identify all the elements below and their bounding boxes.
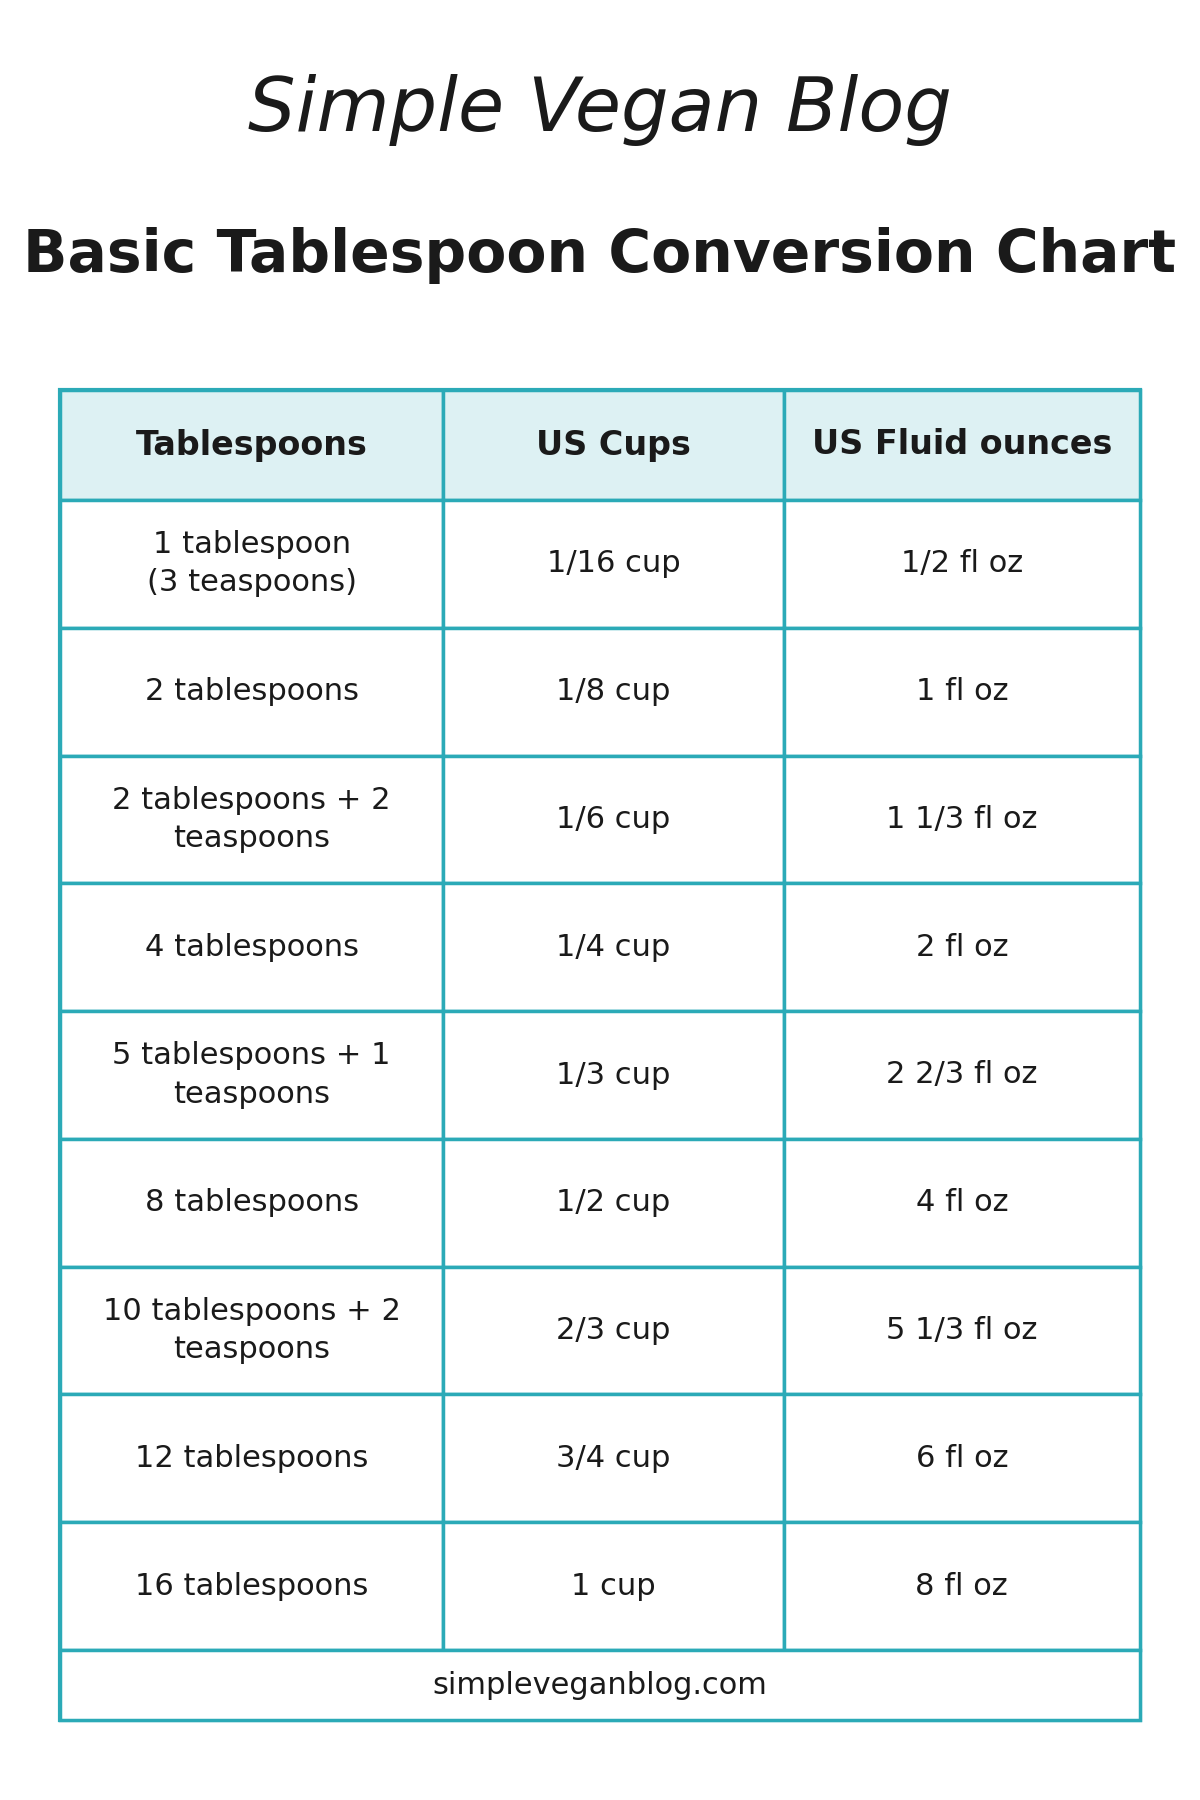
Bar [784, 756, 1140, 884]
Bar [444, 884, 784, 1012]
Text: 2 tablespoons + 2
teaspoons: 2 tablespoons + 2 teaspoons [113, 787, 391, 853]
Bar [444, 1267, 784, 1395]
Text: US Fluid ounces: US Fluid ounces [811, 428, 1112, 461]
Text: 1 fl oz: 1 fl oz [916, 677, 1008, 706]
Bar [784, 884, 1140, 1012]
Text: Tablespoons: Tablespoons [136, 428, 367, 461]
Bar [60, 884, 444, 1012]
Text: 2 tablespoons: 2 tablespoons [145, 677, 359, 706]
Text: 5 tablespoons + 1
teaspoons: 5 tablespoons + 1 teaspoons [113, 1042, 391, 1109]
Text: 4 tablespoons: 4 tablespoons [145, 932, 359, 961]
Bar [444, 500, 784, 628]
Bar [60, 1139, 444, 1267]
Bar [444, 391, 784, 500]
Text: 1/16 cup: 1/16 cup [547, 549, 680, 578]
Bar [784, 391, 1140, 500]
Bar [784, 1012, 1140, 1139]
Bar [444, 1139, 784, 1267]
Bar [444, 1012, 784, 1139]
Text: 1 tablespoon
(3 teaspoons): 1 tablespoon (3 teaspoons) [146, 531, 356, 598]
Text: Simple Vegan Blog: Simple Vegan Blog [248, 74, 952, 146]
Text: 1 1/3 fl oz: 1 1/3 fl oz [886, 805, 1038, 833]
Bar [784, 1395, 1140, 1523]
Text: 2 fl oz: 2 fl oz [916, 932, 1008, 961]
Bar [784, 500, 1140, 628]
Text: 8 tablespoons: 8 tablespoons [145, 1188, 359, 1217]
Text: 16 tablespoons: 16 tablespoons [136, 1571, 368, 1600]
Bar [784, 1267, 1140, 1395]
Bar [60, 1267, 444, 1395]
Bar [60, 1012, 444, 1139]
Text: 3/4 cup: 3/4 cup [557, 1444, 671, 1472]
Bar [444, 756, 784, 884]
Text: 1/3 cup: 1/3 cup [557, 1060, 671, 1089]
Text: 1/2 cup: 1/2 cup [557, 1188, 671, 1217]
Text: 5 1/3 fl oz: 5 1/3 fl oz [886, 1316, 1038, 1345]
Bar [60, 1651, 1140, 1721]
Text: simpleveganblog.com: simpleveganblog.com [432, 1670, 768, 1699]
Text: 1 cup: 1 cup [571, 1571, 656, 1600]
Text: 10 tablespoons + 2
teaspoons: 10 tablespoons + 2 teaspoons [103, 1298, 401, 1364]
Bar [60, 391, 1140, 1721]
Bar [60, 756, 444, 884]
Bar [60, 1395, 444, 1523]
Bar [60, 500, 444, 628]
Bar [60, 1523, 444, 1651]
Text: 6 fl oz: 6 fl oz [916, 1444, 1008, 1472]
Bar [784, 628, 1140, 756]
Text: 1/6 cup: 1/6 cup [557, 805, 671, 833]
Bar [444, 1395, 784, 1523]
Text: Basic Tablespoon Conversion Chart: Basic Tablespoon Conversion Chart [24, 227, 1176, 283]
Bar [784, 1523, 1140, 1651]
Bar [444, 1523, 784, 1651]
Text: 2 2/3 fl oz: 2 2/3 fl oz [886, 1060, 1038, 1089]
Text: 2/3 cup: 2/3 cup [557, 1316, 671, 1345]
Bar [444, 628, 784, 756]
Bar [60, 628, 444, 756]
Bar [60, 391, 444, 500]
Text: 12 tablespoons: 12 tablespoons [136, 1444, 368, 1472]
Text: US Cups: US Cups [536, 428, 691, 461]
Bar [784, 1139, 1140, 1267]
Text: 8 fl oz: 8 fl oz [916, 1571, 1008, 1600]
Text: 4 fl oz: 4 fl oz [916, 1188, 1008, 1217]
Text: 1/4 cup: 1/4 cup [557, 932, 671, 961]
Text: 1/2 fl oz: 1/2 fl oz [901, 549, 1022, 578]
Text: 1/8 cup: 1/8 cup [557, 677, 671, 706]
